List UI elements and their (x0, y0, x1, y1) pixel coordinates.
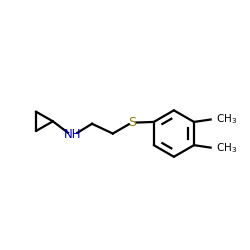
Text: S: S (128, 116, 136, 129)
Text: CH$_3$: CH$_3$ (216, 112, 238, 126)
Text: NH: NH (64, 128, 81, 141)
Text: CH$_3$: CH$_3$ (216, 141, 238, 154)
